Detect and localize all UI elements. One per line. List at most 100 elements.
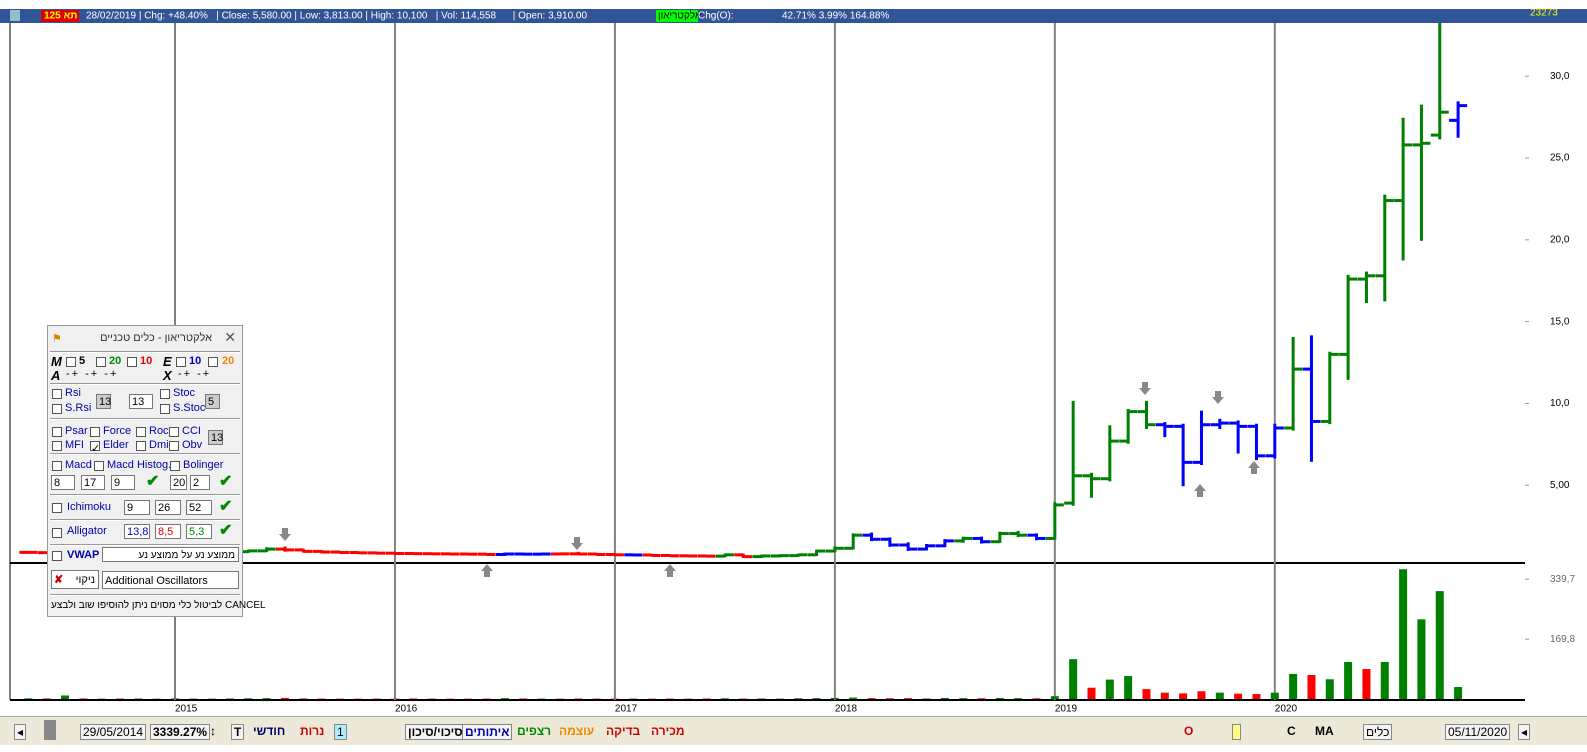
- checkbox[interactable]: [136, 441, 146, 451]
- pcts: 42.71% 3.99% 164.88%: [782, 11, 889, 22]
- period[interactable]: חודשי: [253, 724, 286, 738]
- note: לביטול כלי מסוים ניתן להוסיפו שוב ולבצע …: [51, 600, 266, 611]
- label: Alligator: [67, 525, 107, 537]
- value: 13: [96, 394, 111, 409]
- label: A: [51, 368, 61, 383]
- value[interactable]: 13: [129, 394, 153, 409]
- name-bg: [656, 10, 698, 22]
- volume-bar: [79, 698, 88, 699]
- icon[interactable]: ↕: [210, 724, 216, 738]
- ui: [52, 389, 62, 399]
- value[interactable]: 20: [170, 475, 187, 490]
- volume-bar: [1307, 675, 1316, 699]
- risk[interactable]: סיכוי/סיכון: [405, 724, 466, 740]
- volume-bar: [1215, 692, 1224, 699]
- volume-bar: [1454, 687, 1463, 699]
- value[interactable]: 9: [111, 475, 135, 490]
- volume-bar: [1050, 696, 1059, 699]
- ui: [50, 351, 240, 353]
- ui: [50, 519, 240, 521]
- label: Obv: [182, 439, 203, 451]
- label: 20: [222, 355, 235, 367]
- volume-bar: [1179, 693, 1188, 699]
- checkbox[interactable]: [136, 427, 146, 437]
- ui: [66, 357, 76, 367]
- volume-bar: [904, 698, 913, 699]
- label: Ichimoku: [67, 501, 112, 513]
- label: Rsi: [65, 387, 81, 399]
- label: S.Rsi: [65, 402, 92, 414]
- o[interactable]: O: [1184, 724, 1194, 738]
- checkbox[interactable]: ✓: [90, 441, 101, 455]
- checkbox[interactable]: [52, 441, 62, 451]
- value[interactable]: 26: [155, 500, 181, 515]
- volume-bar: [1289, 673, 1298, 699]
- clear-button[interactable]: ✘ ניקוי: [51, 570, 99, 589]
- value[interactable]: 9: [124, 500, 150, 515]
- ma[interactable]: MA: [1315, 724, 1334, 738]
- ui: ✔: [146, 473, 160, 490]
- label: Elder: [103, 439, 129, 451]
- ui: [160, 389, 170, 399]
- style[interactable]: נרות: [300, 724, 325, 738]
- volume-bar: [794, 698, 803, 699]
- t[interactable]: T: [231, 724, 245, 740]
- label: M: [51, 354, 62, 369]
- signals[interactable]: איתותים: [462, 724, 513, 740]
- last: 23273: [1530, 8, 1558, 19]
- checkbox[interactable]: [169, 441, 179, 451]
- x-tick-label: 2019: [1055, 704, 1078, 715]
- date-to[interactable]: 05/11/2020: [1445, 724, 1511, 740]
- volume-bar: [812, 698, 821, 699]
- ui: [208, 357, 218, 367]
- button[interactable]: ◂: [1518, 724, 1531, 740]
- volume-bar: [519, 698, 528, 699]
- volume-bar: [1435, 591, 1444, 699]
- tools[interactable]: כלים: [1363, 724, 1393, 740]
- select[interactable]: Additional Oscillators: [102, 571, 239, 589]
- checkbox[interactable]: [169, 427, 179, 437]
- ui: [160, 404, 170, 414]
- value: 5: [205, 394, 220, 409]
- num[interactable]: 1: [334, 724, 347, 740]
- value[interactable]: 52: [186, 500, 212, 515]
- checkbox[interactable]: [52, 427, 62, 437]
- close[interactable]: ✕: [224, 329, 236, 345]
- x-tick-label: 2015: [175, 704, 198, 715]
- power[interactable]: עוצמה: [559, 724, 595, 738]
- volume-bar: [720, 698, 729, 699]
- c[interactable]: C: [1287, 724, 1296, 738]
- button[interactable]: ◂: [14, 724, 27, 740]
- value[interactable]: 5,3: [186, 524, 212, 539]
- select[interactable]: ממוצע נע על ממוצע נע: [102, 547, 239, 562]
- label: Psar: [65, 425, 88, 437]
- volume-bar: [171, 698, 179, 699]
- label: Dmi: [149, 439, 169, 451]
- ui: [52, 503, 62, 513]
- value[interactable]: 17: [81, 475, 105, 490]
- y-tick-label: 15,0: [1550, 316, 1570, 327]
- seq[interactable]: רצפים: [517, 724, 552, 738]
- label: Macd Histog.: [107, 459, 172, 471]
- check[interactable]: בדיקה: [606, 724, 641, 738]
- name: אלקטריאון: [658, 10, 702, 22]
- info-bar: [0, 9, 1587, 23]
- value[interactable]: 8,5: [155, 524, 181, 539]
- value[interactable]: 2: [190, 475, 210, 490]
- dialog-title: אלקטריאון - כלים טכניים: [100, 332, 212, 344]
- volume-bar: [830, 697, 839, 699]
- volume-bar: [1399, 569, 1408, 699]
- value[interactable]: 8: [51, 475, 75, 490]
- volume-bar: [995, 697, 1004, 699]
- date-from[interactable]: 29/05/2014: [80, 724, 147, 740]
- icon: ⚑: [52, 333, 62, 345]
- volume-bar: [702, 698, 711, 699]
- volume-bar: [500, 698, 509, 699]
- y-tick-label: 25,0: [1550, 153, 1570, 164]
- ui: ✔: [219, 522, 233, 539]
- checkbox[interactable]: [90, 427, 100, 437]
- sell[interactable]: מכירה: [651, 724, 685, 738]
- button[interactable]: [1232, 724, 1242, 740]
- ui: [50, 418, 240, 420]
- value[interactable]: 13,8: [124, 524, 150, 539]
